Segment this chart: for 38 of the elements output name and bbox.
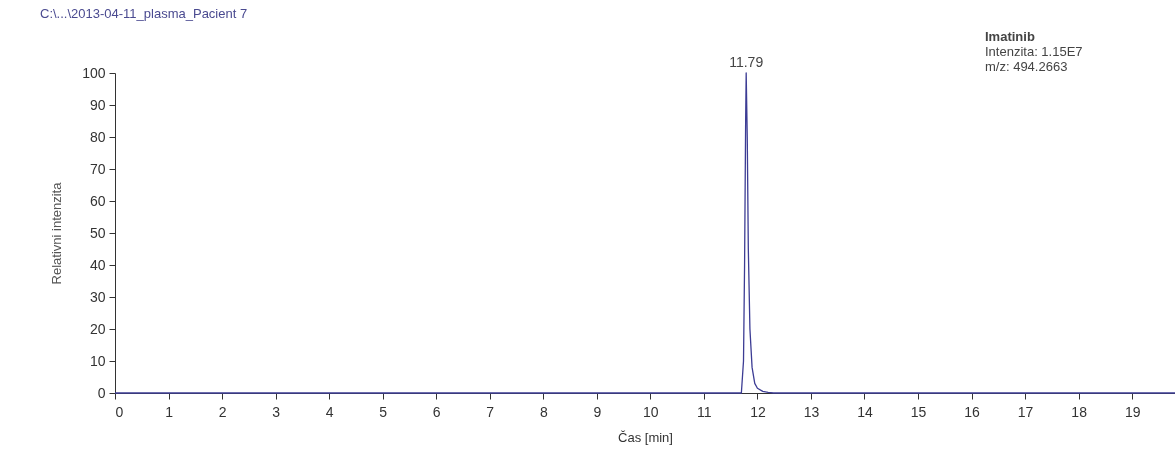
x-tick-label: 10 [643, 403, 659, 420]
y-tick-label: 10 [89, 352, 106, 369]
x-tick-label: 0 [115, 403, 124, 420]
x-tick-label: 3 [272, 403, 281, 420]
x-tick-label: 2 [218, 403, 227, 420]
x-tick-label: 6 [432, 403, 441, 420]
x-tick-label: 14 [857, 403, 873, 420]
x-tick-label: 17 [1017, 403, 1034, 420]
text: Intenzita: 1.15E7 [985, 44, 1083, 59]
y-tick-label: 90 [89, 96, 106, 113]
y-tick-label: 70 [89, 160, 106, 177]
x-tick-label: 4 [325, 403, 334, 420]
x-tick-label: 9 [593, 403, 602, 420]
x-tick-label: 7 [486, 403, 495, 420]
y-tick-label: 50 [89, 224, 106, 241]
y-tick-label: 30 [89, 288, 106, 305]
annotation: m/z: 494.2663 [985, 59, 1068, 74]
y-tick-label: 80 [89, 128, 106, 145]
y-tick-label: 20 [89, 320, 106, 337]
x-tick-label: 18 [1071, 403, 1088, 420]
y-tick-label: 40 [89, 256, 106, 273]
chart-title: C:\...\2013-04-11_plasma_Pacient 7 [40, 6, 248, 21]
y-tick-label: 0 [97, 384, 106, 401]
x-tick-label: 16 [964, 403, 981, 420]
y-tick-label: 100 [82, 64, 106, 81]
x-tick-label: 5 [379, 403, 388, 420]
x-tick-label: 1 [165, 403, 174, 420]
text: Imatinib [985, 29, 1035, 44]
y-tick-label: 60 [89, 192, 106, 209]
x-axis-title: Čas [min] [618, 429, 673, 445]
annotation: 11.79 [729, 54, 764, 70]
x-tick-label: 11 [697, 403, 712, 420]
x-tick-label: 12 [750, 403, 766, 420]
x-tick-label: 8 [539, 403, 548, 420]
x-tick-label: 19 [1124, 403, 1141, 420]
x-tick-label: 13 [803, 403, 820, 420]
x-tick-label: 15 [910, 403, 927, 420]
y-axis-title: Relativni intenzita [49, 181, 65, 285]
